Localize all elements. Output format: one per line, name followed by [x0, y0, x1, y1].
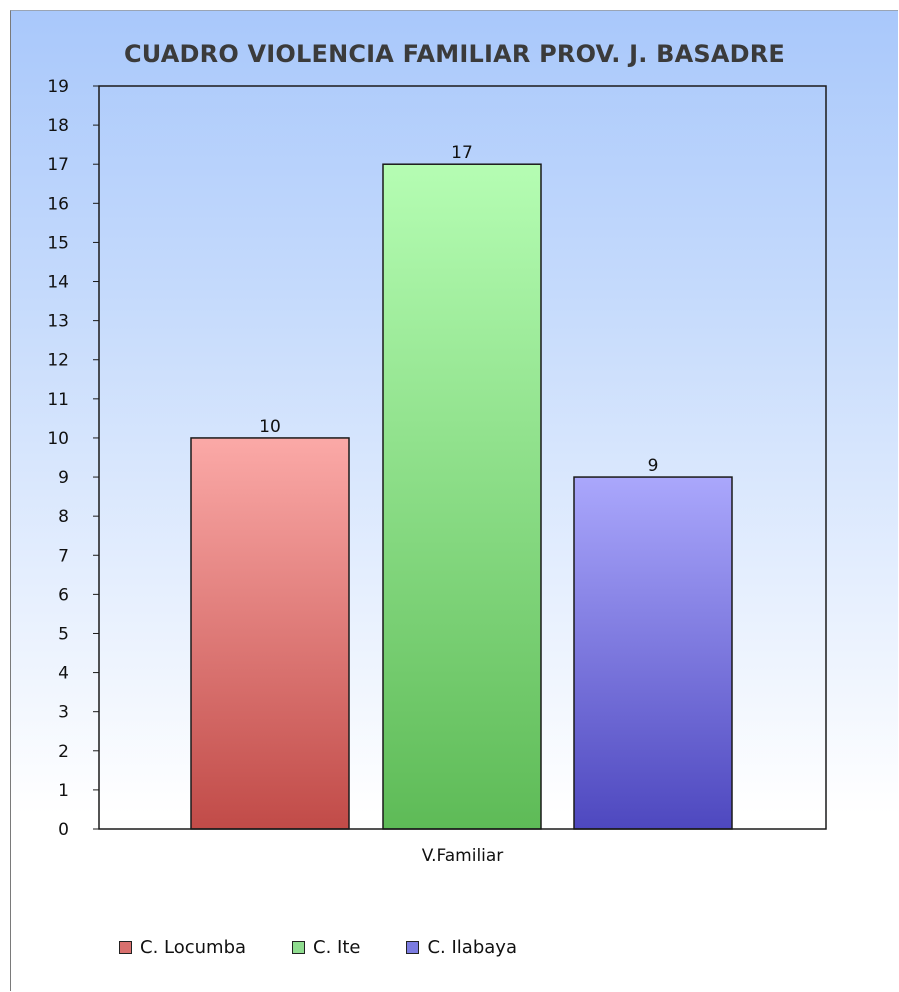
y-tick-label: 17 — [47, 155, 69, 175]
legend-swatch — [119, 940, 132, 954]
chart-frame: CUADRO VIOLENCIA FAMILIAR PROV. J. BASAD… — [10, 10, 898, 991]
y-tick-label: 10 — [47, 429, 69, 449]
legend: C. Locumba C. Ite C. Ilabaya — [119, 936, 563, 958]
y-tick-label: 12 — [47, 351, 69, 371]
y-tick-label: 7 — [58, 546, 69, 566]
y-tick-label: 15 — [47, 233, 69, 253]
legend-item[interactable]: C. Locumba — [119, 937, 246, 958]
chart-title: CUADRO VIOLENCIA FAMILIAR PROV. J. BASAD… — [123, 40, 786, 68]
bar-value-label: 10 — [259, 417, 281, 437]
y-tick-label: 5 — [58, 624, 69, 644]
x-category-label: V.Familiar — [422, 846, 504, 866]
y-tick-label: 4 — [58, 664, 69, 684]
legend-item[interactable]: C. Ilabaya — [406, 937, 517, 958]
y-tick-label: 8 — [58, 507, 69, 527]
y-tick-label: 18 — [47, 116, 69, 136]
y-tick-label: 6 — [58, 585, 69, 605]
bar-value-label: 17 — [451, 143, 473, 163]
y-tick-label: 11 — [47, 390, 69, 410]
y-tick-label: 9 — [58, 468, 69, 488]
y-tick-label: 1 — [58, 781, 69, 801]
legend-label: C. Locumba — [140, 936, 247, 958]
y-tick-label: 0 — [58, 820, 69, 840]
x-axis: V.Familiar — [422, 846, 504, 866]
bar-c-ite — [382, 163, 542, 830]
y-tick-label: 16 — [47, 194, 69, 214]
bar-value-label: 9 — [648, 456, 659, 476]
y-tick-label: 19 — [47, 77, 69, 97]
legend-item[interactable]: C. Ite — [292, 937, 360, 958]
y-tick-label: 3 — [58, 703, 69, 723]
y-tick-label: 2 — [58, 742, 69, 762]
legend-swatch — [406, 940, 420, 954]
y-tick-label: 14 — [47, 273, 69, 293]
legend-label: C. Ite — [313, 936, 361, 958]
legend-label: C. Ilabaya — [427, 936, 517, 958]
plot-area-border — [98, 85, 827, 830]
legend-swatch — [292, 940, 306, 954]
bar-c-ilabaya — [573, 476, 733, 830]
bars — [190, 163, 733, 830]
y-tick-label: 13 — [47, 312, 69, 332]
data-labels: 10 17 9 — [259, 143, 658, 476]
bar-c-locumba — [190, 437, 350, 830]
